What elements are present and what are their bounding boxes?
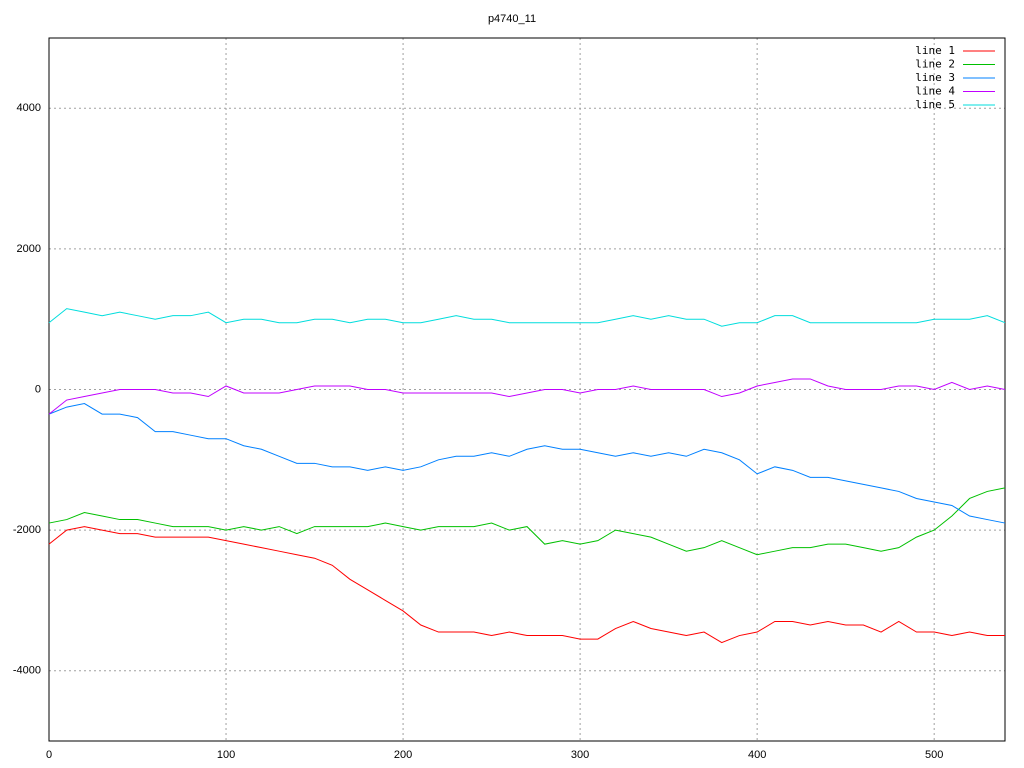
series-line — [48, 308, 1006, 327]
y-tick-label: 4000 — [17, 102, 41, 114]
legend-label: line 2 — [915, 58, 955, 71]
legend-label: line 5 — [915, 98, 955, 111]
x-tick-label: 300 — [571, 749, 589, 761]
y-tick-label: -4000 — [13, 665, 41, 677]
legend-label: line 3 — [915, 71, 955, 84]
x-tick-label: 500 — [925, 749, 943, 761]
series-line — [48, 378, 1006, 415]
x-tick-label: 400 — [748, 749, 766, 761]
series-line — [48, 487, 1006, 556]
y-tick-label: 2000 — [17, 243, 41, 255]
series-line — [48, 526, 1005, 644]
chart-title: p4740_11 — [488, 13, 536, 25]
y-tick-label: -2000 — [13, 524, 41, 536]
x-tick-label: 100 — [217, 749, 235, 761]
legend-label: line 1 — [915, 44, 955, 57]
y-tick-label: 0 — [35, 383, 41, 395]
series-line — [48, 403, 1006, 524]
x-tick-label: 200 — [394, 749, 412, 761]
x-tick-label: 0 — [46, 749, 52, 761]
legend-label: line 4 — [915, 85, 955, 98]
